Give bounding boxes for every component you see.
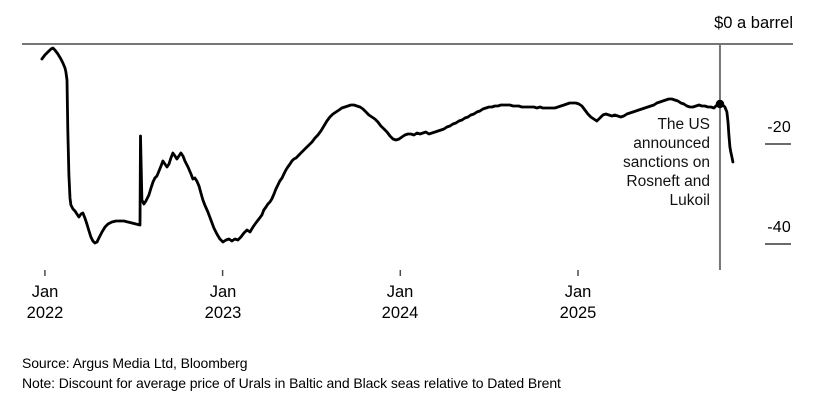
x-tick-label-jan-2022: Jan 2022 [26,283,64,322]
sanctions-annotation-text: The US announced sanctions on Rosneft an… [622,116,710,209]
source-line: Source: Argus Media Ltd, Bloomberg [22,355,248,371]
y-tick-label-20: -20 [767,119,791,136]
series-line [40,46,735,245]
x-tick-label-jan-2023: Jan 2023 [204,283,242,322]
x-tick-label-jan-2024: Jan 2024 [381,283,419,322]
y-axis-zero-label: $0 a barrel [714,14,793,32]
y-tick-label-40: -40 [767,219,791,236]
x-tick-label-jan-2025: Jan 2025 [559,283,597,322]
event-marker [715,99,725,109]
note-line: Note: Discount for average price of Ural… [22,375,561,391]
